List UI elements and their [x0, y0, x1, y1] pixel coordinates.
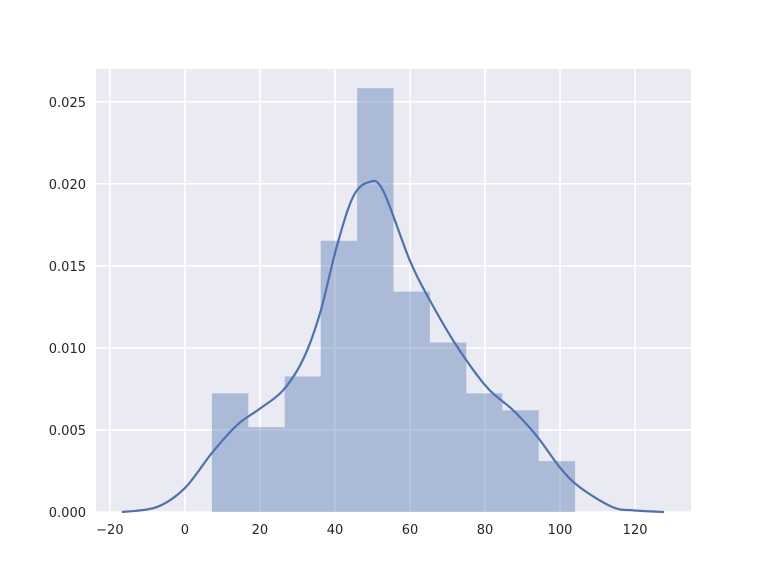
histogram-bar — [466, 393, 503, 512]
x-tick-label: −20 — [96, 523, 123, 538]
histogram-bar — [538, 461, 576, 512]
histogram-bar — [320, 240, 358, 512]
x-axis: −20 0 20 40 60 80 100 120 — [96, 523, 647, 538]
histogram-bar — [502, 410, 539, 512]
x-tick-label: 0 — [181, 523, 189, 538]
plot-background — [96, 69, 691, 512]
y-axis: 0.000 0.005 0.010 0.015 0.020 0.025 — [49, 96, 86, 521]
x-tick-label: 80 — [477, 523, 494, 538]
histogram-bar — [284, 376, 321, 512]
x-tick-label: 40 — [327, 523, 344, 538]
histogram-bar — [393, 291, 430, 512]
y-tick-label: 0.015 — [49, 260, 86, 275]
y-tick-label: 0.020 — [49, 178, 86, 193]
y-tick-label: 0.010 — [49, 342, 86, 357]
y-tick-label: 0.000 — [49, 506, 86, 521]
x-tick-label: 100 — [548, 523, 573, 538]
y-tick-label: 0.005 — [49, 424, 86, 439]
histogram-bar — [248, 427, 285, 512]
histogram-bar — [429, 342, 467, 512]
histogram-bar — [211, 393, 249, 512]
x-tick-label: 120 — [623, 523, 648, 538]
kde-line — [121, 179, 665, 514]
y-tick-label: 0.025 — [49, 96, 86, 111]
x-tick-label: 60 — [402, 523, 419, 538]
x-tick-label: 20 — [252, 523, 269, 538]
histogram-bar — [357, 88, 394, 513]
gridlines — [96, 69, 691, 513]
